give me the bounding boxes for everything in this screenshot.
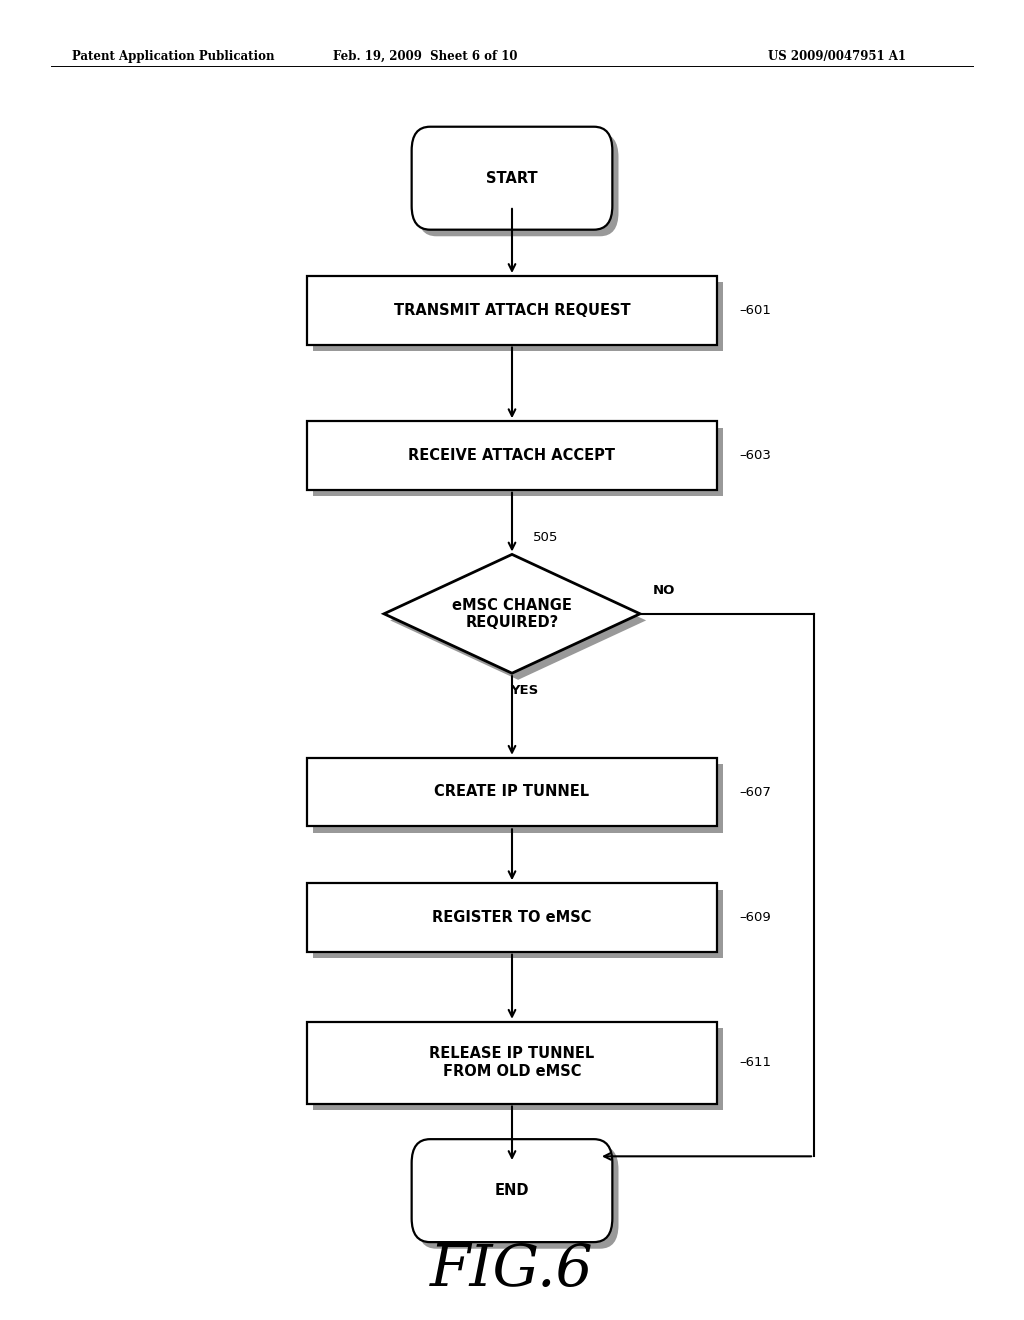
Text: –611: –611 [739,1056,771,1069]
FancyBboxPatch shape [412,1139,612,1242]
Text: YES: YES [510,684,539,697]
FancyBboxPatch shape [313,428,723,496]
Polygon shape [390,561,646,680]
Text: REGISTER TO eMSC: REGISTER TO eMSC [432,909,592,925]
Text: –607: –607 [739,785,771,799]
Text: –603: –603 [739,449,771,462]
Text: US 2009/0047951 A1: US 2009/0047951 A1 [768,50,906,63]
Text: NO: NO [652,583,675,597]
Text: Feb. 19, 2009  Sheet 6 of 10: Feb. 19, 2009 Sheet 6 of 10 [333,50,517,63]
Text: 505: 505 [532,531,558,544]
Text: RECEIVE ATTACH ACCEPT: RECEIVE ATTACH ACCEPT [409,447,615,463]
Text: CREATE IP TUNNEL: CREATE IP TUNNEL [434,784,590,800]
FancyBboxPatch shape [307,758,717,826]
Text: Patent Application Publication: Patent Application Publication [72,50,274,63]
Text: RELEASE IP TUNNEL
FROM OLD eMSC: RELEASE IP TUNNEL FROM OLD eMSC [429,1047,595,1078]
Text: END: END [495,1183,529,1199]
FancyBboxPatch shape [313,890,723,958]
FancyBboxPatch shape [313,764,723,833]
Text: –601: –601 [739,304,771,317]
FancyBboxPatch shape [412,127,612,230]
Text: –609: –609 [739,911,771,924]
FancyBboxPatch shape [307,276,717,345]
FancyBboxPatch shape [307,883,717,952]
Text: TRANSMIT ATTACH REQUEST: TRANSMIT ATTACH REQUEST [393,302,631,318]
Text: FIG.6: FIG.6 [430,1242,594,1298]
Polygon shape [384,554,640,673]
FancyBboxPatch shape [418,133,618,236]
FancyBboxPatch shape [418,1146,618,1249]
FancyBboxPatch shape [307,1022,717,1104]
Text: START: START [486,170,538,186]
FancyBboxPatch shape [307,421,717,490]
Text: eMSC CHANGE
REQUIRED?: eMSC CHANGE REQUIRED? [452,598,572,630]
FancyBboxPatch shape [313,1028,723,1110]
FancyBboxPatch shape [313,282,723,351]
